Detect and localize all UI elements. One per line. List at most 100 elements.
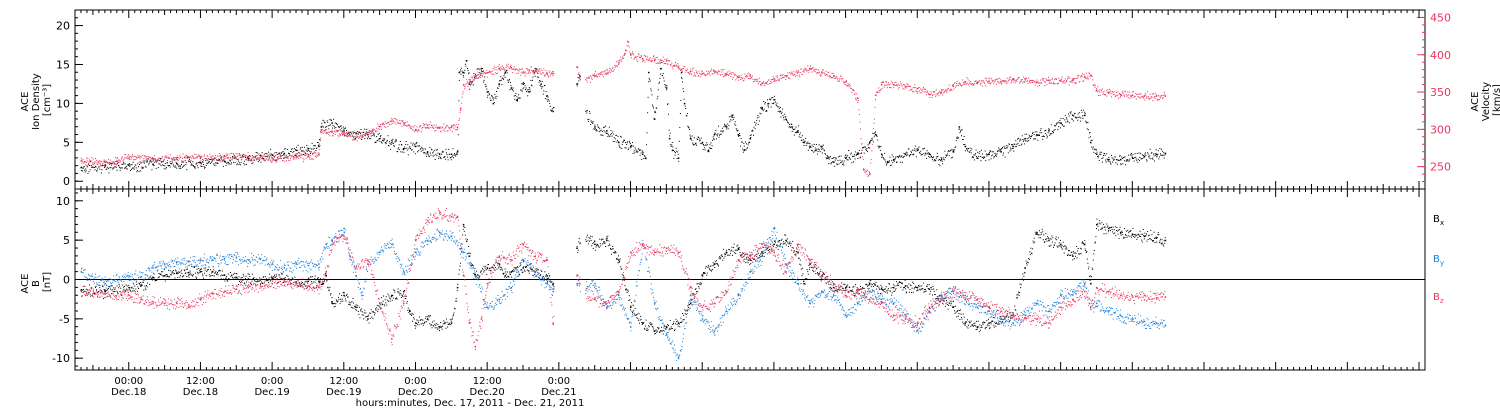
ion-density-series-point <box>920 150 922 152</box>
velocity-series-point <box>961 85 962 87</box>
velocity-series-point <box>629 51 631 53</box>
ion-density-series-point <box>246 156 248 158</box>
ion-density-series-point <box>444 158 446 160</box>
ion-density-series-point <box>160 165 162 167</box>
ion-density-series-point <box>371 132 373 134</box>
ion-density-series-point <box>723 126 725 128</box>
bx-series-point <box>239 281 240 282</box>
ion-density-series-point <box>847 159 849 161</box>
ion-density-series-point <box>664 86 666 88</box>
velocity-series-point <box>262 159 264 161</box>
ion-density-series-point <box>87 173 89 174</box>
ion-density-series-point <box>318 145 320 146</box>
ion-density-series-point <box>937 159 939 161</box>
ion-density-series-point <box>715 138 717 140</box>
ion-density-series-point <box>110 167 112 169</box>
velocity-series-point <box>943 91 945 93</box>
velocity-series-point <box>796 75 798 77</box>
bx-series-point <box>435 324 437 326</box>
ion-density-series-point <box>438 155 440 157</box>
velocity-series-point <box>319 149 321 151</box>
ion-density-series-point <box>790 127 792 129</box>
bx-series-point <box>376 307 378 309</box>
ion-density-series-point <box>1029 137 1031 139</box>
ion-density-series-point <box>936 156 938 158</box>
velocity-series-point <box>789 78 791 80</box>
bx-series-point <box>284 277 286 279</box>
velocity-series-point <box>857 99 859 101</box>
ion-density-series-point <box>671 144 673 146</box>
ion-density-series-point <box>445 148 447 150</box>
velocity-series-point <box>278 156 280 157</box>
velocity-series-point <box>720 74 722 76</box>
velocity-series-point <box>180 156 182 158</box>
bx-series-point <box>344 298 346 300</box>
velocity-series-point <box>1058 79 1060 81</box>
ion-density-series-point <box>336 124 338 126</box>
velocity-series-point <box>501 65 503 67</box>
ion-density-series-point <box>386 139 388 141</box>
y-tick-label: 10 <box>56 97 70 110</box>
ion-density-series-point <box>163 168 165 170</box>
ion-density-series-point <box>376 136 378 137</box>
velocity-series-point <box>274 160 275 162</box>
velocity-series-point <box>315 152 317 154</box>
ion-density-series-point <box>1146 160 1148 162</box>
velocity-series-point <box>1148 96 1150 98</box>
velocity-series-point <box>902 87 904 89</box>
velocity-series-point <box>1007 82 1009 84</box>
velocity-series-point <box>527 69 529 71</box>
velocity-series-point <box>822 69 824 71</box>
velocity-series-point <box>837 80 839 82</box>
velocity-series-point <box>309 158 311 160</box>
bx-series-point <box>443 320 445 322</box>
ion-density-series-point <box>901 155 903 157</box>
ion-density-series-point <box>341 130 343 132</box>
velocity-series-point <box>310 151 312 153</box>
velocity-series-point <box>760 84 761 85</box>
bx-series-point <box>302 286 304 288</box>
velocity-series-point <box>526 67 528 69</box>
velocity-series-point <box>136 157 138 159</box>
velocity-series-point <box>424 126 426 128</box>
bx-series-point <box>106 284 108 286</box>
bx-series-point <box>384 299 386 301</box>
ion-density-series-point <box>1158 156 1160 158</box>
velocity-series-point <box>366 132 368 134</box>
velocity-series-point <box>153 159 154 161</box>
velocity-series-point <box>861 143 862 145</box>
velocity-series-point <box>874 106 876 108</box>
bx-series-point <box>119 291 121 293</box>
bx-series-point <box>466 241 468 243</box>
bx-series-point <box>229 278 231 280</box>
ion-density-series-point <box>1041 136 1043 137</box>
velocity-series-point <box>377 123 379 125</box>
velocity-series-point <box>320 129 323 132</box>
bx-series-point <box>394 298 396 300</box>
ion-density-series-point <box>326 120 328 122</box>
ion-density-series-point <box>256 159 258 161</box>
bx-series-point <box>151 277 153 279</box>
velocity-series-point <box>698 74 700 76</box>
velocity-series-point <box>163 159 165 161</box>
velocity-series-point <box>318 152 320 154</box>
bx-series-point <box>214 272 216 274</box>
ion-density-series-point <box>135 167 137 169</box>
ion-density-series-point <box>1043 136 1045 137</box>
velocity-series-point <box>192 157 194 158</box>
ion-density-series-point <box>176 167 178 169</box>
ion-density-series-point <box>951 148 953 150</box>
ion-density-series-point <box>123 162 125 164</box>
velocity-series-point <box>879 91 881 93</box>
bx-series-point <box>163 269 165 271</box>
velocity-series-point <box>306 154 308 156</box>
ion-density-series-point <box>1116 159 1118 161</box>
velocity-series-point <box>601 74 603 76</box>
velocity-series-point <box>849 84 851 86</box>
ion-density-series-point <box>669 132 671 134</box>
ion-density-series-point <box>877 139 879 141</box>
velocity-series-point <box>157 160 159 162</box>
bx-series-point <box>336 300 338 302</box>
velocity-series-point <box>630 54 632 56</box>
bx-series-point <box>417 320 419 322</box>
